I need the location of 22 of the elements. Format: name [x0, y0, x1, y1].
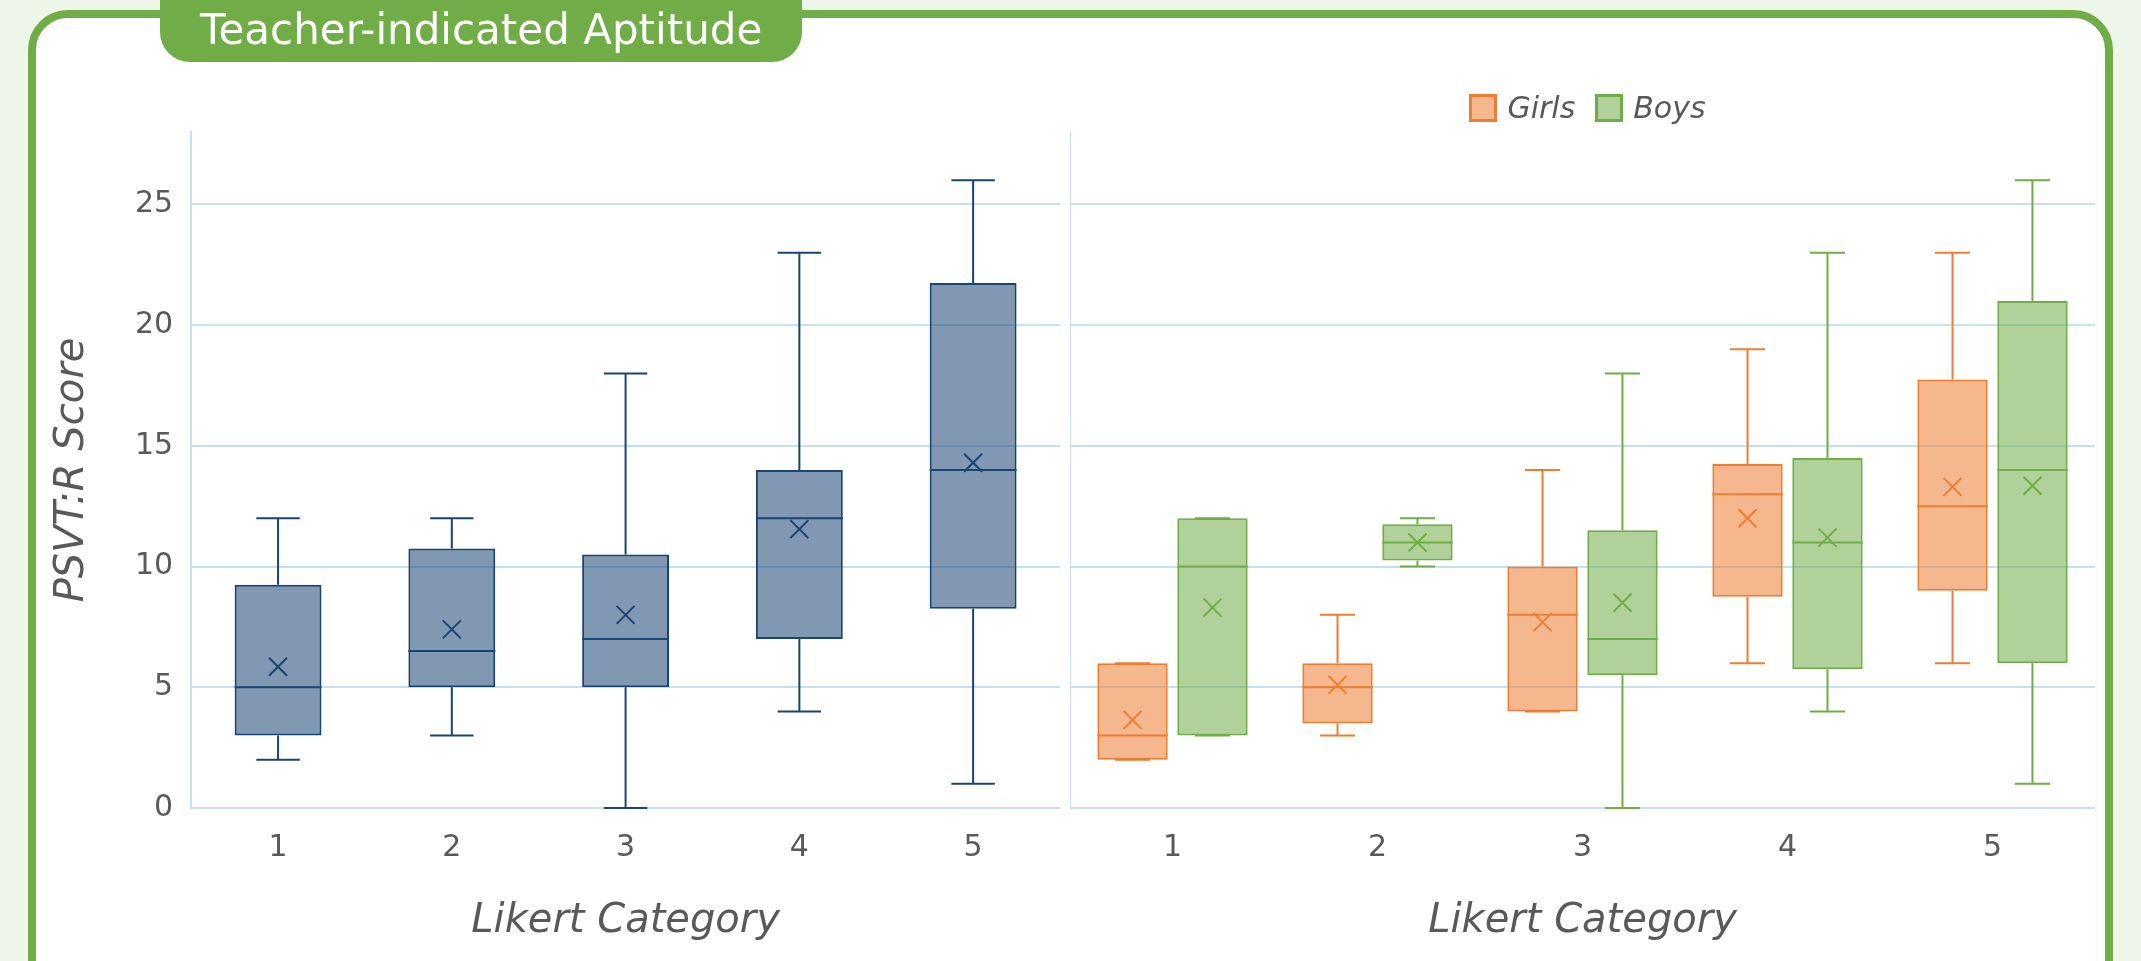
- x-tick-label: 4: [1777, 827, 1798, 863]
- x-tick-label: 3: [1572, 827, 1593, 863]
- y-tick-label: 10: [134, 546, 174, 582]
- x-tick-label: 4: [789, 827, 809, 863]
- x-tick-label: 5: [1982, 827, 2003, 863]
- x-axis-title: Likert Category: [1428, 895, 1739, 942]
- chart-title: Teacher-indicated Aptitude: [160, 0, 803, 62]
- y-tick-label: 15: [134, 425, 174, 461]
- y-tick-label: 5: [154, 667, 174, 703]
- y-tick-label: 25: [134, 184, 174, 220]
- legend-label: Boys: [1633, 90, 1706, 125]
- x-tick-label: 1: [268, 827, 288, 863]
- x-tick-label: 2: [1367, 827, 1388, 863]
- y-axis-title: PSVT:R Score: [46, 337, 93, 603]
- x-axis-title: Likert Category: [471, 895, 782, 942]
- legend-label: Girls: [1507, 90, 1576, 125]
- x-tick-label: 2: [442, 827, 462, 863]
- y-tick-label: 0: [154, 787, 174, 823]
- x-tick-label: 1: [1162, 827, 1183, 863]
- x-tick-label: 3: [616, 827, 636, 863]
- y-tick-label: 20: [134, 304, 174, 340]
- x-tick-label: 5: [963, 827, 983, 863]
